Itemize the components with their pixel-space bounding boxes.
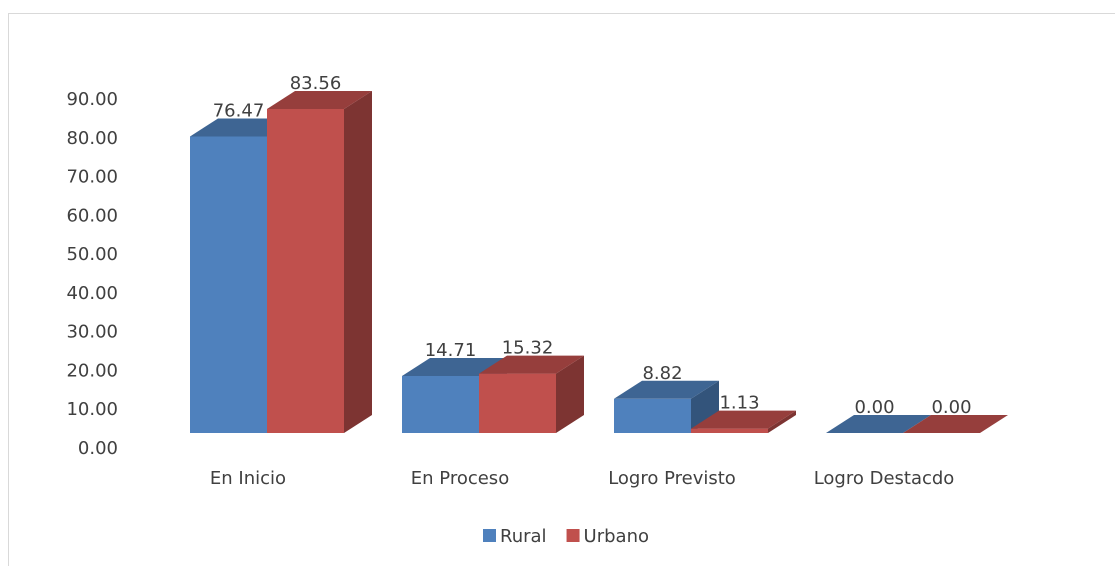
x-tick-label: En Inicio xyxy=(210,468,286,489)
x-tick-label: Logro Destacdo xyxy=(814,468,955,489)
legend-label: Urbano xyxy=(584,526,649,547)
data-label: 14.71 xyxy=(425,340,477,361)
bar-side xyxy=(768,410,796,433)
bar-top xyxy=(267,90,372,109)
bar-top xyxy=(826,415,931,433)
bar xyxy=(479,373,556,433)
data-label: 83.56 xyxy=(290,73,342,94)
bar-top xyxy=(903,415,1008,433)
y-tick-label: 70.00 xyxy=(66,167,118,188)
bar xyxy=(402,375,479,433)
bar-side xyxy=(344,90,372,433)
y-tick-label: 80.00 xyxy=(66,128,118,149)
y-tick-label: 30.00 xyxy=(66,322,118,343)
bar-side xyxy=(556,355,584,433)
y-tick-label: 10.00 xyxy=(66,399,118,420)
bar xyxy=(190,136,267,433)
bar xyxy=(691,428,768,433)
x-tick-label: En Proceso xyxy=(411,468,509,489)
data-label: 1.13 xyxy=(719,393,759,414)
y-tick-label: 40.00 xyxy=(66,283,118,304)
bar xyxy=(267,108,344,433)
y-tick-label: 50.00 xyxy=(66,244,118,265)
y-tick-label: 20.00 xyxy=(66,360,118,381)
legend-swatch xyxy=(483,529,496,542)
bar-top xyxy=(614,380,719,399)
data-label: 15.32 xyxy=(502,338,554,359)
bar-side xyxy=(691,380,719,433)
bar-top xyxy=(479,355,584,374)
data-label: 0.00 xyxy=(931,397,971,418)
legend-swatch xyxy=(566,529,580,542)
data-label: 0.00 xyxy=(854,397,894,418)
y-tick-label: 60.00 xyxy=(66,205,118,226)
data-label: 76.47 xyxy=(213,100,265,121)
bar-top xyxy=(402,357,507,376)
data-label: 8.82 xyxy=(642,363,682,384)
y-tick-label: 0.00 xyxy=(78,438,118,459)
bar xyxy=(614,398,691,433)
legend-label: Rural xyxy=(500,526,547,547)
bar-top xyxy=(691,410,796,429)
chart-frame xyxy=(8,13,1115,566)
y-tick-label: 90.00 xyxy=(66,89,118,110)
x-tick-label: Logro Previsto xyxy=(608,468,736,489)
